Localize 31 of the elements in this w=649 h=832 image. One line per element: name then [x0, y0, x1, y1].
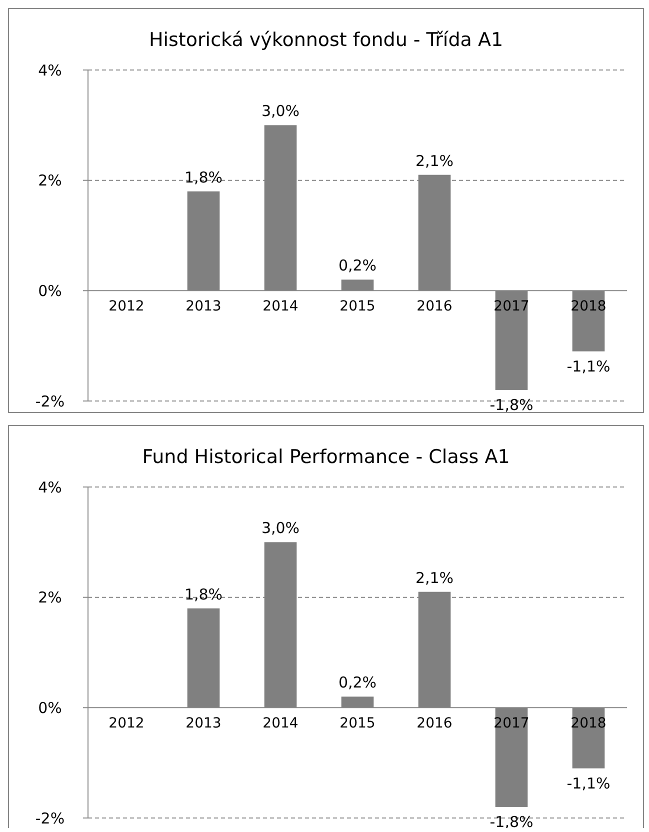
data-label: 0,2% [338, 674, 377, 692]
x-tick-label: 2014 [262, 298, 298, 315]
x-tick-label: 2016 [416, 716, 452, 732]
data-label: 1,8% [184, 168, 223, 186]
y-tick-label: 0% [38, 698, 62, 717]
x-tick-label: 2016 [416, 298, 452, 315]
x-tick-label: 2013 [186, 298, 222, 315]
y-tick-label: -2% [35, 809, 65, 828]
y-tick-label: 2% [38, 588, 62, 607]
data-label: -1,1% [566, 357, 610, 376]
x-tick-label: 2015 [340, 716, 376, 732]
data-label: 2,1% [415, 568, 454, 587]
data-label: 3,0% [261, 519, 300, 538]
data-label: -1,8% [490, 396, 534, 414]
chart-title: Fund Historical Performance - Class A1 [142, 446, 510, 468]
y-tick-label: 4% [38, 61, 62, 80]
y-tick-label: 0% [38, 282, 62, 300]
chart-title: Historická výkonnost fondu - Třída A1 [148, 29, 504, 51]
y-tick-label: -2% [35, 392, 65, 410]
x-tick-label: 2012 [108, 716, 144, 732]
x-tick-label: 2013 [186, 716, 222, 732]
x-tick-label: 2012 [108, 298, 144, 315]
data-label: 2,1% [415, 152, 454, 170]
data-label: 0,2% [338, 256, 377, 275]
x-tick-label: 2015 [340, 298, 376, 315]
y-tick-label: 4% [38, 478, 62, 496]
y-tick-label: 2% [38, 172, 62, 190]
x-tick-label: 2014 [262, 716, 298, 732]
data-label: 3,0% [261, 102, 300, 120]
data-label: 1,8% [184, 585, 223, 604]
data-label: -1,1% [566, 774, 610, 792]
